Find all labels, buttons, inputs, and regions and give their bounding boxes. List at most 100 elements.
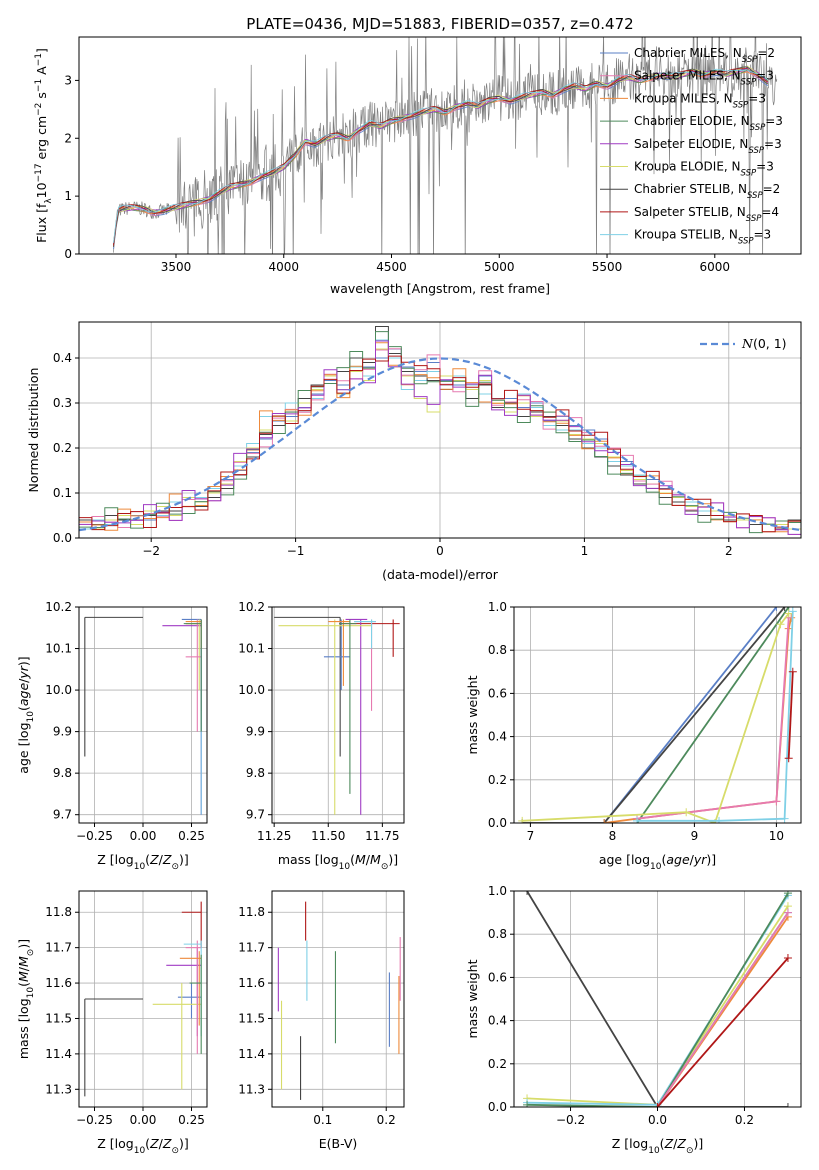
residuals-xtick-label: 0 [436, 544, 444, 558]
z-age-ytick-label: 9.9 [53, 725, 72, 739]
residuals-xtick-label: 1 [581, 544, 589, 558]
age-massweight-marker [776, 620, 785, 629]
age-massweight-marker [780, 814, 789, 823]
z-massweight-marker [783, 953, 792, 962]
spectrum-xtick-label: 5000 [484, 260, 515, 274]
gaussian-curve [79, 357, 801, 532]
z-age-ylabel: age [log10(age/yr)] [16, 656, 36, 773]
age-massweight-data [518, 607, 797, 823]
z-massweight-marker [783, 1103, 792, 1107]
z-age-xtick-label: 0.25 [178, 829, 205, 843]
z-mass-ytick-label: 11.4 [45, 1047, 72, 1061]
spectrum-ytick-label: 0 [64, 247, 72, 261]
z-mass-ytick-label: 11.5 [45, 1011, 72, 1025]
ebv-mass-ytick-label: 11.8 [238, 905, 265, 919]
spectrum-data-line [113, 37, 778, 254]
z-mass-xlabel: Z [log10(Z/Z⊙)] [97, 1136, 189, 1156]
z-massweight-ylabel: mass weight [465, 959, 480, 1038]
z-massweight-plot [510, 890, 802, 1111]
spectrum-model-line [113, 68, 769, 243]
ebv-mass-xlabel: E(B-V) [319, 1136, 358, 1151]
legend-label: Kroupa ELODIE, NSSP=3 [634, 160, 774, 179]
spectrum-model-line [113, 70, 769, 247]
age-massweight-marker [518, 816, 527, 823]
legend-gauss-label: N(0, 1) [741, 336, 787, 351]
spectrum-frame [78, 36, 802, 255]
age-massweight-marker [788, 607, 797, 616]
ebv-mass-ytick-label: 11.4 [238, 1047, 265, 1061]
z-age-xtick-label: −0.25 [76, 829, 113, 843]
mass-age-ytick-label: 9.9 [246, 725, 265, 739]
z-massweight-marker [523, 891, 532, 895]
spectrum-ytick-label: 2 [64, 131, 72, 145]
z-mass-xtick-label: 0.00 [130, 1113, 157, 1127]
legend-label: Chabrier ELODIE, NSSP=3 [634, 114, 783, 133]
age-massweight-ytick-label: 0.4 [488, 730, 507, 744]
mass-age-xtick-label: 11.50 [311, 829, 345, 843]
age-massweight-frame [513, 606, 802, 824]
age-massweight-plot [510, 606, 802, 827]
spectrum-ytick-label: 1 [64, 189, 72, 203]
residuals-xtick-label: −1 [287, 544, 305, 558]
age-massweight-series-line [787, 671, 794, 759]
spectrum-xtick-label: 4000 [268, 260, 299, 274]
spectrum-plot [75, 36, 802, 258]
residuals-data [79, 326, 801, 538]
age-massweight-marker [784, 609, 793, 618]
z-massweight-marker [783, 908, 792, 917]
ebv-mass-ytick-label: 11.6 [238, 976, 265, 990]
mass-age-data [274, 616, 400, 815]
age-massweight-xlabel: age [log10(age/yr)] [599, 852, 716, 872]
z-age-ytick-label: 10.0 [45, 683, 72, 697]
age-massweight-marker [600, 819, 609, 823]
spectrum-xlabel: wavelength [Angstrom, rest frame] [330, 281, 550, 296]
z-age-ytick-label: 10.2 [45, 600, 72, 614]
legend-label: Kroupa MILES, NSSP=3 [634, 91, 766, 110]
spectrum-xtick-label: 6000 [700, 260, 731, 274]
z-massweight-ytick-label: 0.8 [488, 927, 507, 941]
spectrum-model-line [113, 68, 769, 246]
ebv-mass-grid [272, 891, 404, 1107]
age-massweight-marker [772, 607, 781, 611]
z-age-ytick-label: 10.1 [45, 642, 72, 656]
z-massweight-marker [653, 1103, 662, 1107]
residual-histogram [79, 355, 801, 538]
mass-age-xlabel: mass [log10(M/M⊙)] [278, 852, 398, 872]
ebv-mass-xtick-label: 0.1 [313, 1113, 332, 1127]
age-massweight-ytick-label: 0.8 [488, 643, 507, 657]
age-massweight-series-line [636, 607, 790, 823]
z-massweight-series-line [656, 912, 789, 1107]
z-age-ytick-label: 9.7 [53, 808, 72, 822]
age-massweight-series-line [522, 607, 786, 823]
z-massweight-data [523, 891, 792, 1107]
ebv-mass-data [277, 901, 401, 1100]
z-age-xlabel: Z [log10(Z/Z⊙)] [97, 852, 189, 872]
age-massweight-xtick-label: 9 [691, 829, 699, 843]
z-massweight-ytick-label: 0.2 [488, 1057, 507, 1071]
z-massweight-ytick-label: 0.6 [488, 970, 507, 984]
age-massweight-ytick-label: 0.2 [488, 773, 507, 787]
age-massweight-series-line [637, 611, 794, 822]
z-massweight-series-line [656, 957, 789, 1107]
age-massweight-marker [784, 754, 793, 763]
z-massweight-xtick-label: 0.2 [735, 1113, 754, 1127]
residuals-xtick-label: 2 [725, 544, 733, 558]
legend-label: Salpeter STELIB, NSSP=4 [634, 205, 779, 224]
z-age-ytick-label: 9.8 [53, 766, 72, 780]
spectrum-ytick-label: 3 [64, 73, 72, 87]
age-massweight-xtick-label: 10 [769, 829, 784, 843]
z-mass-xtick-label: 0.25 [178, 1113, 205, 1127]
z-massweight-series-line [526, 891, 788, 1107]
figure-title: PLATE=0436, MJD=51883, FIBERID=0357, z=0… [246, 15, 633, 33]
z-mass-data [84, 901, 202, 1097]
age-massweight-marker [788, 667, 797, 676]
residuals-ytick-label: 0.0 [53, 531, 72, 545]
residuals-xlabel: (data-model)/error [382, 567, 499, 582]
age-massweight-marker [682, 808, 691, 817]
legend-label: Salpeter MILES, NSSP=3 [634, 69, 774, 88]
z-mass-ytick-label: 11.8 [45, 905, 72, 919]
age-massweight-series-line [603, 607, 778, 823]
ebv-mass-xtick-label: 0.2 [377, 1113, 396, 1127]
ebv-mass-ytick-label: 11.7 [238, 941, 265, 955]
residuals-ylabel: Normed distribution [26, 368, 41, 493]
